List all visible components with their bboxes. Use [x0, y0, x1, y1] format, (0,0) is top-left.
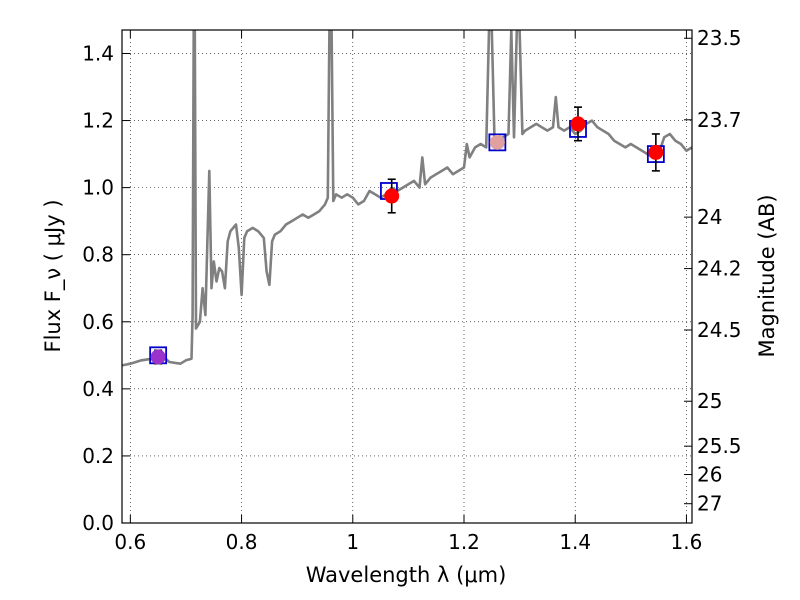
x-tick-label: 0.6 — [114, 530, 146, 554]
observed-point — [150, 349, 166, 365]
model-square-marker — [488, 133, 507, 152]
x-tick-label: 1.2 — [448, 530, 480, 554]
y-tick-label: 0.6 — [82, 310, 114, 334]
x-tick-label: 1 — [346, 530, 359, 554]
right-tick-label: 25 — [697, 389, 722, 413]
observed-point — [489, 134, 505, 150]
y-tick-label: 1.0 — [82, 176, 114, 200]
axis-ticks: 0.6 0.8 1 1.2 1.4 1.6 0.0 0.2 0.4 0.6 0.8 1.0 1.2 1.4… — [82, 26, 741, 554]
x-tick-label: 1.4 — [559, 530, 591, 554]
right-tick-label: 24.2 — [697, 257, 742, 281]
observed-point — [648, 144, 664, 160]
y-tick-label: 0.4 — [82, 377, 114, 401]
y-tick-label: 0.0 — [82, 511, 114, 535]
x-axis-label: Wavelength λ (μm) — [306, 563, 507, 587]
right-tick-label: 23.7 — [697, 108, 742, 132]
right-tick-label: 27 — [697, 492, 722, 516]
y-tick-label: 1.4 — [82, 41, 114, 65]
right-tick-label: 26 — [697, 463, 722, 487]
right-tick-label: 24 — [697, 205, 722, 229]
photometry-points — [149, 106, 665, 365]
right-axis-label: Magnitude (AB) — [755, 194, 779, 357]
observed-point — [570, 116, 586, 132]
y-tick-label: 0.8 — [82, 243, 114, 267]
observed-point — [384, 188, 400, 204]
right-tick-label: 24.5 — [697, 318, 742, 342]
y-axis-label: Flux F_ν ( μJy ) — [41, 199, 66, 352]
y-tick-label: 0.2 — [82, 444, 114, 468]
x-tick-label: 0.8 — [226, 530, 258, 554]
plot-frame — [121, 29, 693, 524]
right-tick-label: 25.5 — [697, 434, 742, 458]
y-tick-label: 1.2 — [82, 109, 114, 133]
right-tick-label: 23.5 — [697, 26, 742, 50]
x-tick-label: 1.6 — [671, 530, 703, 554]
